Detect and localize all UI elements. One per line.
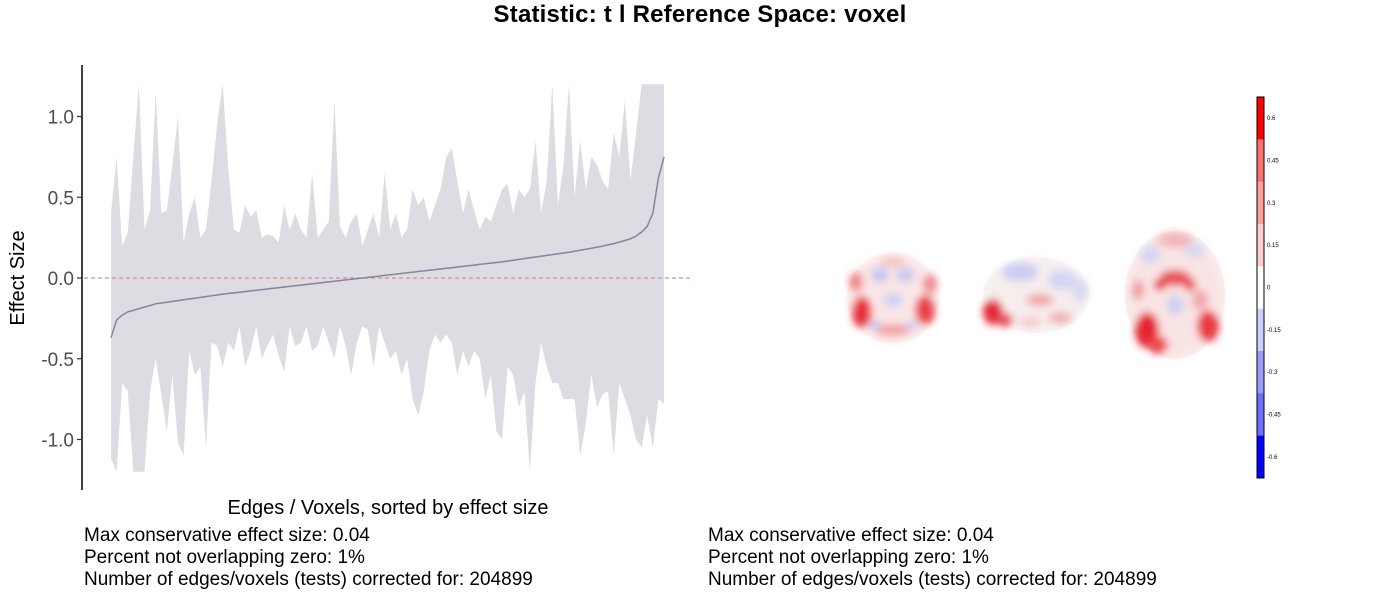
percent-not-overlapping-text: Percent not overlapping zero: 1% [84, 547, 365, 568]
colorbar-tick-label: -0.6 [1267, 455, 1278, 461]
page-title: Statistic: t l Reference Space: voxel [493, 1, 907, 28]
colorbar-cell [1257, 308, 1264, 352]
colorbar-tick-label: 0.6 [1267, 116, 1276, 122]
brain-slice-images [847, 231, 1225, 359]
y-axis-ticks: 1.0 0.5 0.0 -0.5 -1.0 [41, 108, 82, 452]
colorbar-tick-label: 0 [1267, 286, 1271, 292]
colorbar-tick-label: 0.45 [1267, 159, 1279, 165]
colorbar-cell [1257, 266, 1264, 309]
colorbar-tick-label: -0.3 [1267, 370, 1278, 376]
colorbar-cell [1257, 181, 1264, 225]
stats-right: Max conservative effect size: 0.04 Perce… [708, 525, 1157, 591]
axial-slice [1125, 231, 1225, 359]
y-tick-label: 0.0 [48, 269, 74, 290]
y-tick-label: 1.0 [48, 108, 74, 129]
max-effect-size-text: Max conservative effect size: 0.04 [708, 525, 994, 546]
y-tick-label: -0.5 [41, 350, 74, 371]
colorbar-tick-label: 0.3 [1267, 201, 1276, 207]
effect-size-chart: 1.0 0.5 0.0 -0.5 -1.0 Effect Size Edges / Vo… [7, 65, 692, 519]
colorbar-cell [1257, 97, 1264, 140]
colorbar-frame [1256, 96, 1265, 479]
colorbar-cell [1257, 435, 1264, 479]
y-axis-title: Effect Size [7, 230, 29, 325]
colorbar-cell [1257, 224, 1264, 267]
sagittal-slice [983, 257, 1089, 333]
colorbar-cell [1257, 139, 1264, 182]
y-tick-label: -1.0 [41, 431, 74, 452]
tests-corrected-text: Number of edges/voxels (tests) corrected… [84, 569, 533, 590]
coronal-slice [847, 253, 939, 343]
colorbar-cell [1257, 351, 1264, 394]
stats-left: Max conservative effect size: 0.04 Perce… [84, 525, 533, 591]
y-tick-label: 0.5 [48, 188, 74, 209]
tests-corrected-text: Number of edges/voxels (tests) corrected… [708, 569, 1157, 590]
colorbar-tick-label: -0.45 [1267, 413, 1281, 419]
max-effect-size-text: Max conservative effect size: 0.04 [84, 525, 370, 546]
x-axis-title: Edges / Voxels, sorted by effect size [228, 497, 549, 519]
colorbar-tick-label: -0.15 [1267, 328, 1281, 334]
effect-size-line [110, 156, 665, 339]
percent-not-overlapping-text: Percent not overlapping zero: 1% [708, 547, 989, 568]
colorbar: 0.6 0.45 0.3 0.15 0 -0.15 -0.3 -0.45 -0.6 [1256, 96, 1281, 479]
colorbar-cells [1257, 97, 1264, 479]
colorbar-ticks: 0.6 0.45 0.3 0.15 0 -0.15 -0.3 -0.45 -0.6 [1267, 116, 1281, 461]
colorbar-cell [1257, 393, 1264, 436]
colorbar-tick-label: 0.15 [1267, 243, 1279, 249]
